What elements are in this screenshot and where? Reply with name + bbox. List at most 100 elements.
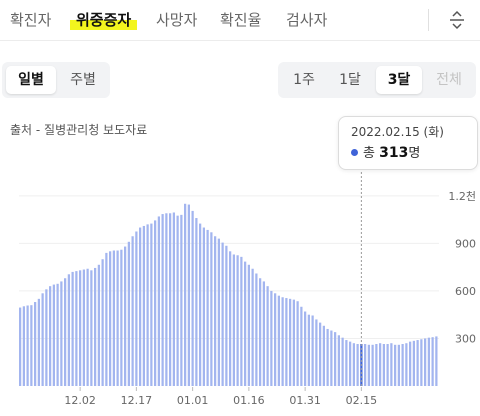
range-1week-button[interactable]: 1주 (293, 72, 315, 88)
bar[interactable] (386, 344, 389, 386)
bar[interactable] (225, 245, 228, 386)
bar[interactable] (191, 210, 194, 386)
bar[interactable] (251, 268, 254, 386)
bar[interactable] (75, 271, 78, 386)
bar[interactable] (154, 220, 157, 386)
bar[interactable] (169, 213, 172, 386)
bar[interactable] (262, 281, 265, 386)
bar[interactable] (86, 268, 89, 386)
bar[interactable] (67, 274, 70, 386)
bar[interactable] (90, 270, 93, 386)
bar[interactable] (345, 340, 348, 386)
bar[interactable] (210, 232, 213, 386)
bar[interactable] (394, 344, 397, 386)
bar[interactable] (289, 298, 292, 386)
range-3month-button[interactable]: 3달 (376, 66, 422, 94)
bar[interactable] (334, 332, 337, 386)
bar[interactable] (435, 336, 438, 386)
bar[interactable] (341, 337, 344, 386)
bar[interactable] (142, 225, 145, 386)
bar[interactable] (217, 238, 220, 386)
bar[interactable] (56, 283, 59, 386)
bar[interactable] (420, 339, 423, 386)
bar[interactable] (375, 344, 378, 386)
bar[interactable] (109, 251, 112, 386)
period-weekly-button[interactable]: 주별 (70, 72, 96, 88)
bar[interactable] (172, 212, 175, 386)
bar[interactable] (195, 218, 198, 386)
bar[interactable] (206, 229, 209, 386)
bar[interactable] (367, 344, 370, 386)
bar[interactable] (34, 302, 37, 386)
tab-tested[interactable]: 검사자 (286, 9, 327, 30)
tab-confirmed[interactable]: 확진자 (10, 9, 51, 30)
bar[interactable] (397, 344, 400, 386)
bar[interactable] (120, 249, 123, 386)
bar[interactable] (199, 223, 202, 386)
bar[interactable] (244, 261, 247, 386)
bar[interactable] (431, 337, 434, 386)
bar[interactable] (409, 341, 412, 386)
bar[interactable] (259, 278, 262, 386)
bar[interactable] (349, 341, 352, 386)
bar[interactable] (127, 241, 130, 386)
bar[interactable] (187, 204, 190, 386)
bar[interactable] (281, 297, 284, 386)
tab-menu-button[interactable] (442, 6, 472, 34)
bar[interactable] (240, 256, 243, 386)
tab-deaths[interactable]: 사망자 (156, 9, 197, 30)
bar[interactable] (352, 343, 355, 386)
bar[interactable] (311, 315, 314, 386)
bar[interactable] (45, 289, 48, 386)
bar[interactable] (19, 307, 22, 386)
period-daily-button[interactable]: 일별 (6, 66, 56, 94)
bar[interactable] (285, 298, 288, 386)
bar[interactable] (371, 344, 374, 386)
bar[interactable] (41, 293, 44, 386)
bar[interactable] (229, 251, 232, 386)
bar[interactable] (157, 216, 160, 386)
bar[interactable] (202, 227, 205, 386)
bar[interactable] (131, 236, 134, 386)
bar[interactable] (26, 305, 29, 386)
bar[interactable] (255, 273, 258, 386)
bar[interactable] (52, 284, 55, 386)
bar[interactable] (424, 338, 427, 386)
bar[interactable] (176, 215, 179, 386)
bar[interactable] (390, 343, 393, 386)
bar[interactable] (37, 298, 40, 386)
bar[interactable] (82, 269, 85, 386)
bar[interactable] (236, 255, 239, 386)
bar[interactable] (296, 301, 299, 386)
bar[interactable] (94, 267, 97, 386)
bar[interactable] (221, 242, 224, 386)
bar[interactable] (49, 286, 52, 386)
bar[interactable] (116, 250, 119, 386)
bar[interactable] (150, 223, 153, 386)
bar[interactable] (326, 328, 329, 386)
bar[interactable] (60, 281, 63, 386)
bar[interactable] (232, 254, 235, 386)
bar[interactable] (382, 344, 385, 386)
bar[interactable] (71, 271, 74, 386)
bar[interactable] (307, 314, 310, 386)
bar[interactable] (330, 330, 333, 386)
bar[interactable] (112, 250, 115, 386)
bar[interactable] (319, 322, 322, 386)
bar[interactable] (139, 227, 142, 386)
bar[interactable] (22, 306, 25, 386)
bar[interactable] (266, 286, 269, 386)
bar[interactable] (277, 295, 280, 386)
bar[interactable] (322, 325, 325, 386)
bar[interactable] (165, 213, 168, 386)
bar[interactable] (184, 203, 187, 386)
range-all-button[interactable]: 전체 (436, 72, 462, 88)
bar[interactable] (101, 259, 104, 386)
bar[interactable] (401, 344, 404, 386)
bar[interactable] (356, 344, 359, 386)
bar[interactable] (300, 306, 303, 386)
bar[interactable] (270, 290, 273, 386)
bar[interactable] (427, 337, 430, 386)
bar[interactable] (247, 264, 250, 386)
bar[interactable] (214, 236, 217, 386)
